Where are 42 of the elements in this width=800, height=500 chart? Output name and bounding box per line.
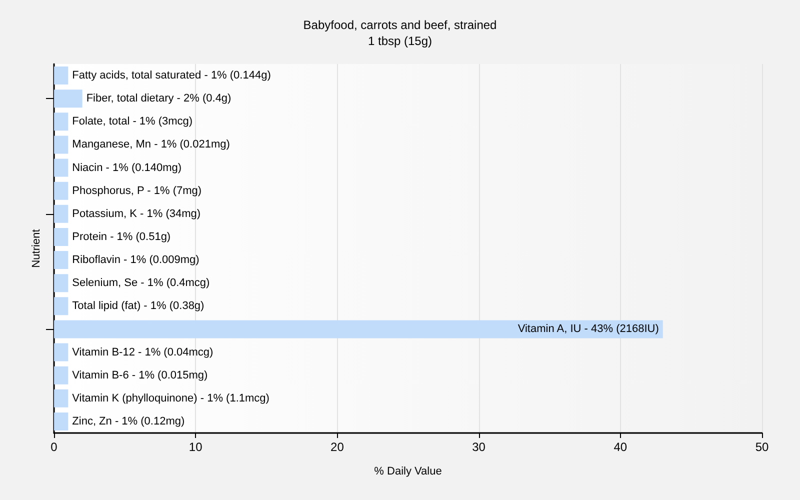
x-axis-title: % Daily Value	[374, 466, 442, 478]
bar	[54, 90, 82, 108]
x-tick-label: 30	[472, 440, 486, 454]
bar	[54, 204, 68, 223]
chart-subtitle: 1 tbsp (15g)	[368, 34, 432, 48]
y-tick-label: Total lipid (fat) - 1% (0.38g)	[72, 300, 204, 312]
x-tick-label: 20	[330, 440, 344, 454]
bar	[54, 251, 68, 270]
y-tick-label: Fiber, total dietary - 2% (0.4g)	[86, 92, 232, 105]
x-tick-label: 0	[50, 440, 58, 454]
y-tick-label: Folate, total - 1% (3mcg)	[72, 116, 193, 128]
y-tick-label: Selenium, Se - 1% (0.4mcg)	[72, 277, 210, 290]
y-tick-label: Manganese, Mn - 1% (0.021mg)	[72, 138, 230, 151]
y-axis-title: Nutrient	[30, 229, 42, 268]
x-tick-label: 50	[755, 440, 769, 454]
y-tick-label: Fatty acids, total saturated - 1% (0.144g)	[72, 70, 271, 82]
y-tick-label: Potassium, K - 1% (34mg)	[72, 208, 201, 220]
bar	[54, 112, 68, 131]
bar	[54, 228, 68, 246]
bar	[54, 182, 68, 200]
y-tick-label: Vitamin B-6 - 1% (0.015mg)	[72, 369, 208, 382]
x-tick-label: 40	[614, 440, 628, 454]
bar	[54, 66, 68, 85]
y-tick-label: Vitamin K (phylloquinone) - 1% (1.1mcg)	[72, 392, 270, 404]
bar	[54, 158, 68, 177]
bar	[54, 343, 68, 362]
bar	[54, 366, 68, 384]
chart-title: Babyfood, carrots and beef, strained	[303, 18, 497, 32]
bar	[54, 389, 68, 408]
y-tick-label: Phosphorus, P - 1% (7mg)	[72, 184, 202, 197]
y-tick-label: Vitamin B-12 - 1% (0.04mcg)	[72, 346, 214, 358]
bar	[54, 297, 68, 316]
bar	[54, 320, 663, 338]
y-tick-label: Vitamin A, IU - 43% (2168IU)	[518, 323, 659, 336]
bar	[54, 412, 68, 430]
bar	[54, 136, 68, 154]
bar	[54, 274, 68, 292]
y-tick-label: Riboflavin - 1% (0.009mg)	[72, 254, 200, 266]
y-tick-label: Niacin - 1% (0.140mg)	[72, 162, 182, 174]
y-tick-label: Protein - 1% (0.51g)	[72, 230, 171, 243]
y-tick-label: Zinc, Zn - 1% (0.12mg)	[72, 415, 185, 428]
x-tick-label: 10	[188, 440, 203, 454]
